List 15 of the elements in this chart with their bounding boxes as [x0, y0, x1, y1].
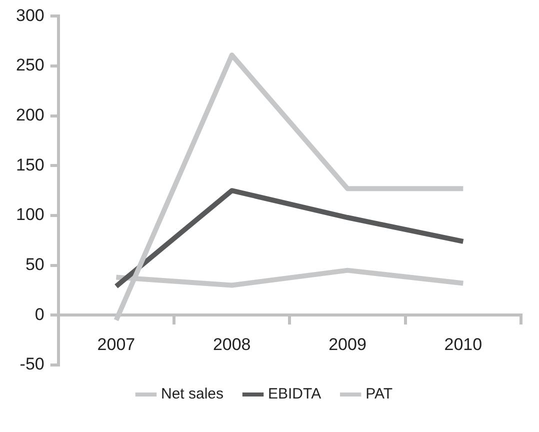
x-tick-label: 2007 [97, 335, 136, 354]
y-tick-label: -50 [20, 354, 44, 374]
y-tick-label: 200 [16, 106, 44, 125]
y-tick-label: 150 [16, 155, 44, 174]
y-tick-label: 0 [34, 304, 44, 324]
x-tick-label: 2008 [212, 335, 251, 354]
legend-label: PAT [366, 386, 393, 403]
y-tick-label: 100 [16, 205, 44, 224]
x-tick-label: 2009 [328, 335, 366, 354]
x-tick-label: 2010 [444, 335, 482, 354]
legend-label: Net sales [160, 386, 224, 403]
legend-label: EBIDTA [268, 386, 322, 403]
y-tick-label: 300 [16, 6, 44, 25]
y-tick-label: 50 [25, 255, 44, 274]
y-tick-label: 250 [16, 56, 44, 75]
